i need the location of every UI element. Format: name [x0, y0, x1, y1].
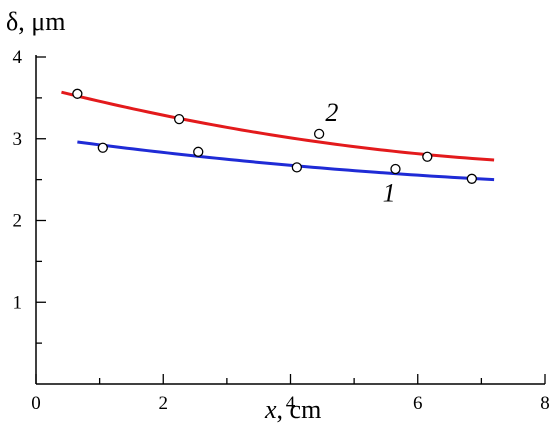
y-tick-label: 3	[13, 129, 23, 150]
y-tick-label: 1	[13, 292, 23, 313]
data-point-series-2	[174, 113, 185, 125]
y-tick-label: 2	[13, 211, 23, 232]
data-points	[72, 88, 477, 184]
x-axis-unit: , cm	[277, 395, 322, 424]
x-axis-variable: x	[264, 395, 277, 424]
data-point-series-2	[313, 128, 325, 139]
data-point-series-1	[193, 146, 204, 157]
x-tick-label: 0	[31, 393, 41, 414]
data-point-series-2	[422, 151, 433, 162]
fit-curve-2	[61, 90, 495, 162]
x-tick-label: 8	[540, 393, 550, 414]
data-point-series-1	[291, 162, 303, 173]
y-tick-label: 4	[13, 47, 23, 68]
data-point-series-1	[390, 163, 401, 175]
data-point-series-1	[97, 142, 108, 153]
data-point-series-1	[466, 173, 477, 184]
data-point-series-2	[72, 88, 83, 99]
y-axis-title: δ, μm	[6, 7, 65, 36]
x-tick-label: 2	[159, 393, 169, 414]
fit-curve-1	[77, 140, 495, 182]
x-axis-title: x, cm	[264, 395, 321, 424]
x-ticks: 0 2 4 6 8	[31, 374, 550, 414]
x-tick-label: 4	[286, 393, 296, 414]
curve-label-2: 2	[325, 98, 338, 127]
curve-labels: 12	[325, 98, 395, 208]
y-ticks: 1 2 3 4	[13, 47, 46, 344]
x-tick-label: 6	[413, 393, 423, 414]
fit-curves	[61, 90, 495, 182]
curve-label-1: 1	[383, 179, 396, 208]
